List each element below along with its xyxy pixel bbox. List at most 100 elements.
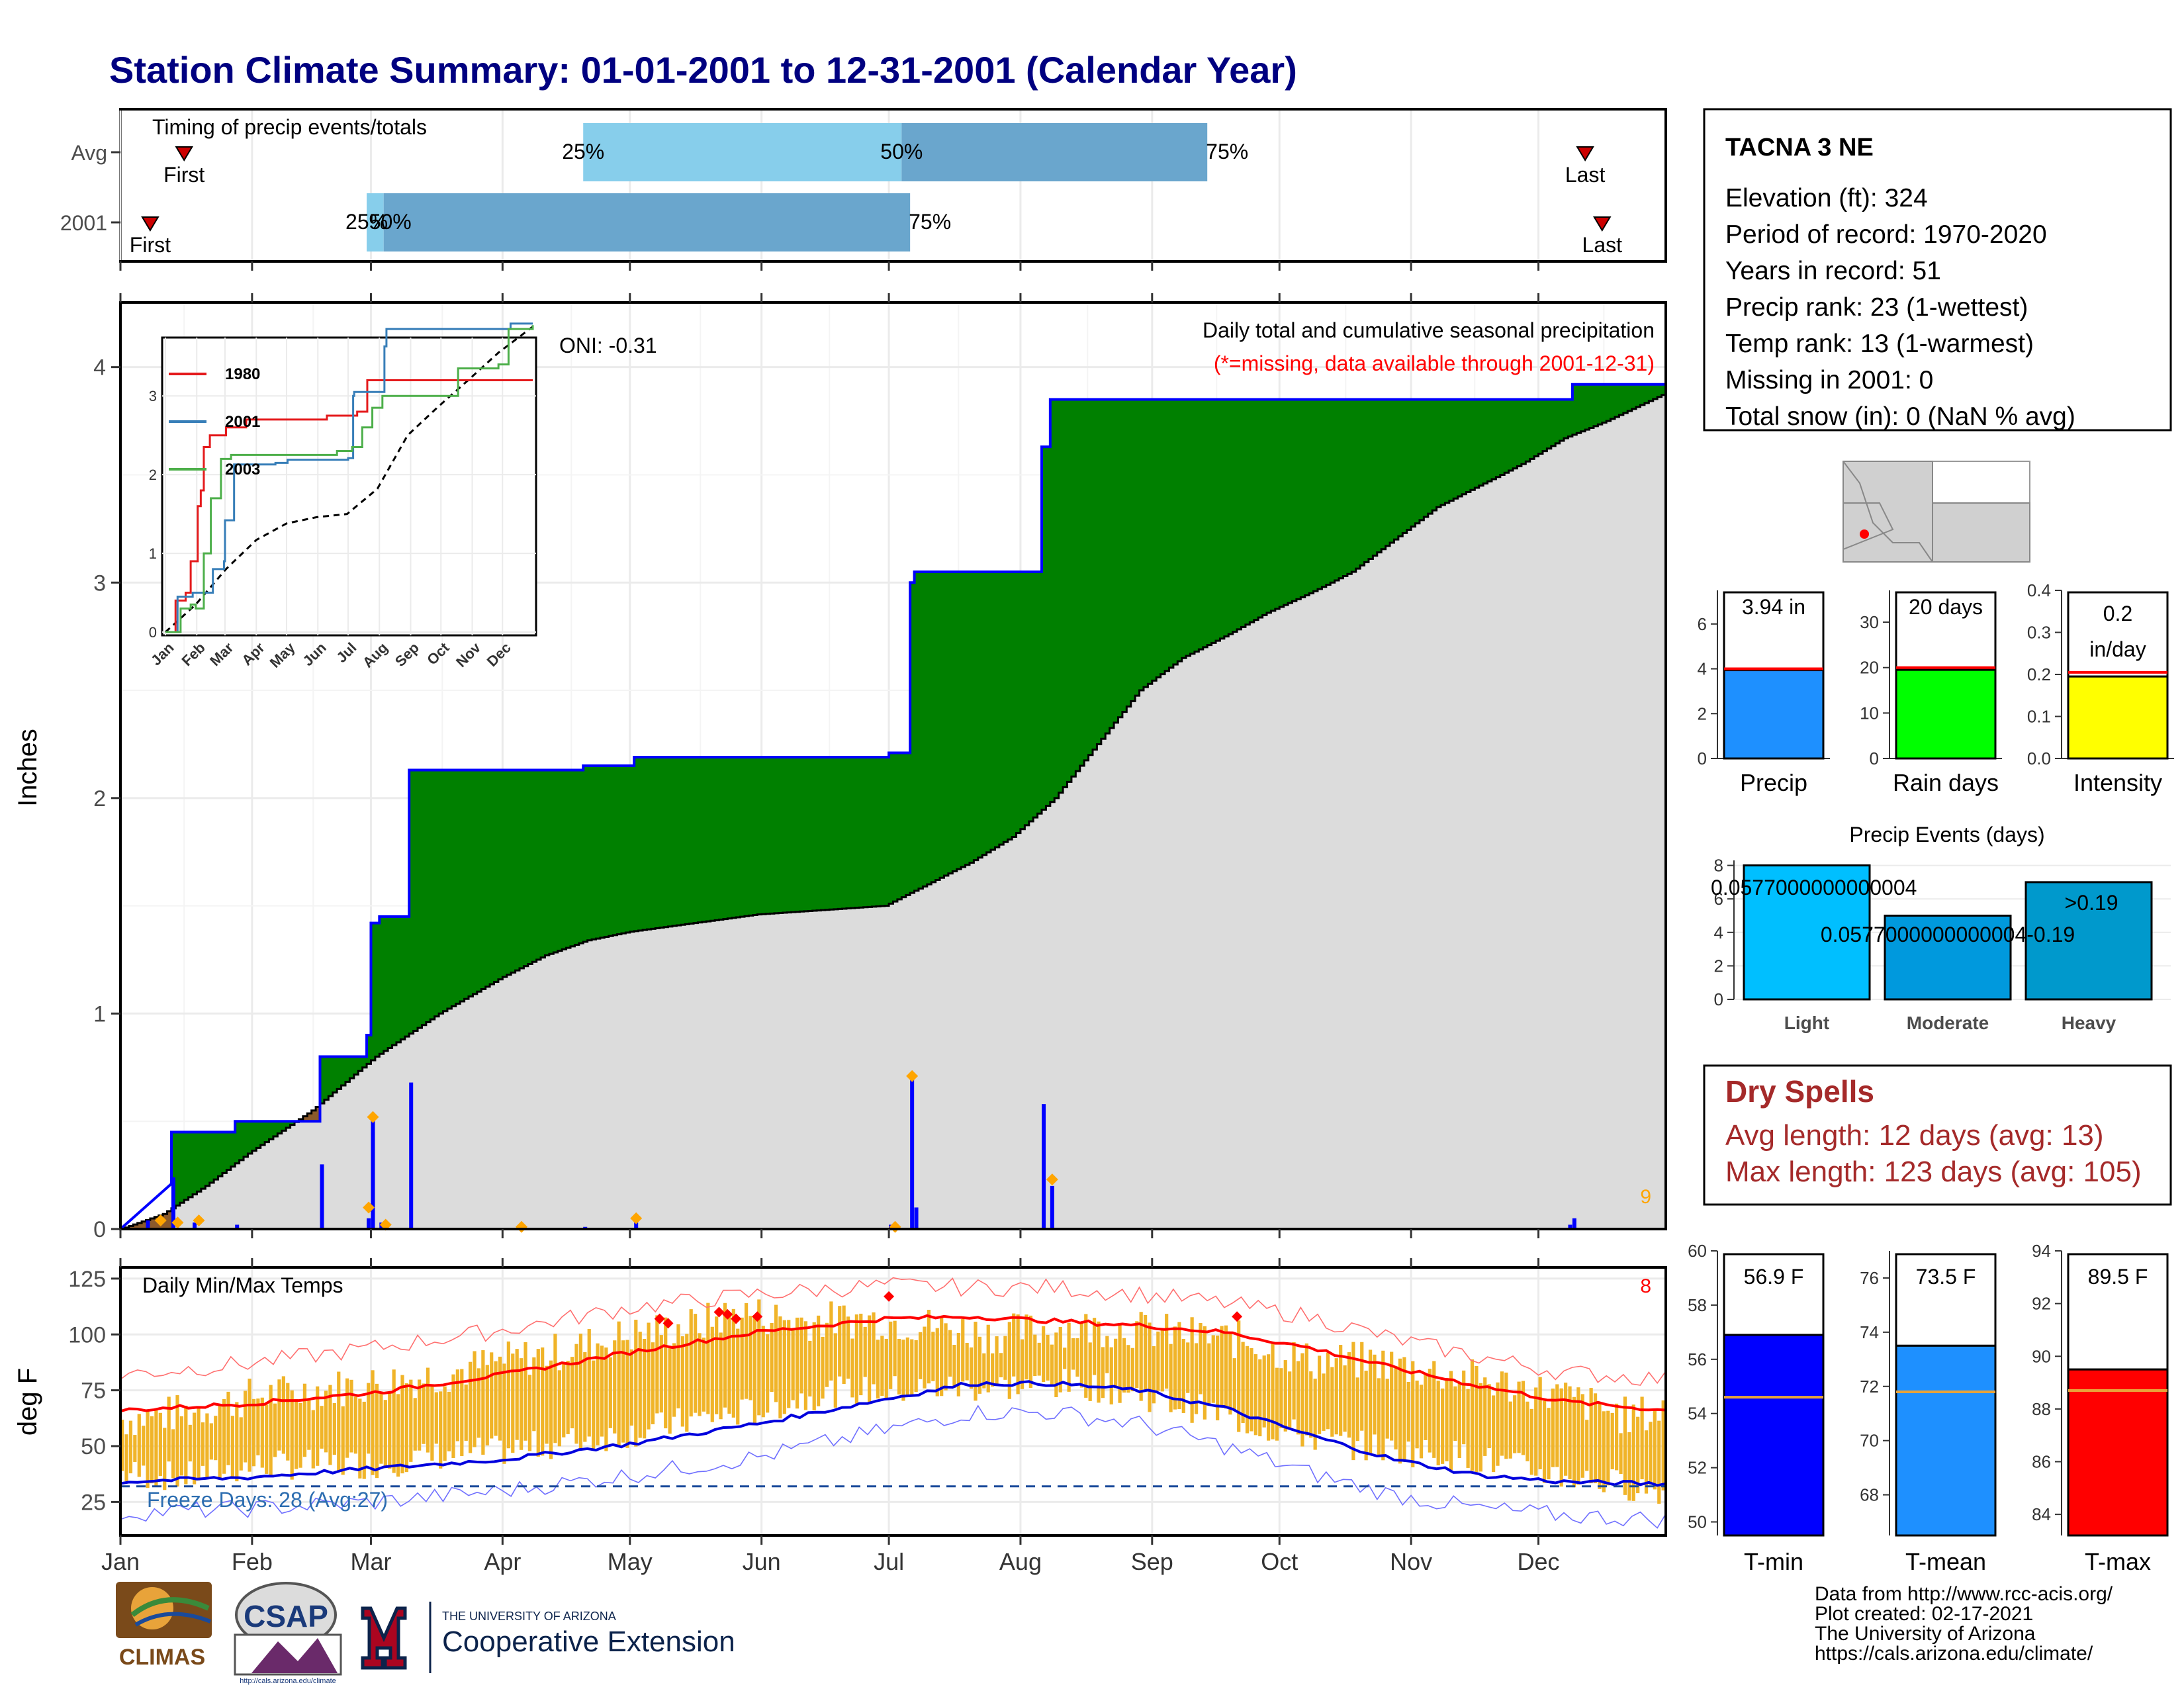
- daily-temp-range-bar: [1156, 1331, 1160, 1391]
- events-moderate-label: 0.0577000000000004-0.19: [1821, 923, 2075, 946]
- ua-small-text: THE UNIVERSITY OF ARIZONA: [442, 1610, 616, 1623]
- temp-bar-value: 73.5 F: [1916, 1265, 1976, 1289]
- daily-temp-range-bar: [1033, 1334, 1037, 1377]
- daily-temp-range-bar: [418, 1379, 422, 1451]
- above-avg-fill: [1525, 399, 1531, 462]
- above-avg-fill: [574, 770, 580, 945]
- above-avg-fill: [1568, 399, 1573, 437]
- above-avg-fill: [1037, 571, 1042, 814]
- below-avg-fill: [137, 1222, 142, 1229]
- daily-temp-range-bar: [706, 1303, 710, 1414]
- month-tick-label: Aug: [999, 1548, 1042, 1575]
- daily-temp-range-bar: [1589, 1388, 1593, 1484]
- daily-temp-range-bar: [727, 1313, 731, 1414]
- above-avg-fill: [829, 756, 835, 910]
- timing-p25-label: 25%: [562, 140, 604, 163]
- daily-temp-range-bar: [1054, 1332, 1058, 1397]
- daily-temp-range-bar: [1428, 1369, 1432, 1453]
- daily-temp-range-bar: [277, 1379, 281, 1451]
- daily-temp-range-bar: [702, 1338, 706, 1412]
- above-avg-fill: [608, 766, 614, 937]
- summary-bar-rain-days: 0 10 20 30 20 days Rain days: [1860, 590, 2002, 796]
- daily-temp-range-bar: [986, 1324, 990, 1393]
- inset-series-2003: [165, 325, 534, 633]
- daily-temp-range-bar: [469, 1361, 473, 1453]
- above-avg-fill: [239, 1121, 244, 1160]
- daily-temp-range-bar: [1436, 1381, 1440, 1466]
- daily-temp-range-bar: [651, 1342, 655, 1424]
- daily-temp-range-bar: [1381, 1350, 1385, 1461]
- month-tick-label: Oct: [1261, 1548, 1298, 1575]
- daily-precip-bar: [146, 1220, 150, 1229]
- temp-bar-tick: 50: [1688, 1512, 1707, 1532]
- avg-low-line: [120, 1380, 1666, 1487]
- daily-temp-range-bar: [629, 1349, 633, 1426]
- above-avg-fill: [1559, 399, 1565, 441]
- csap-logo: CSAP http://cals.arizona.edu/climate: [234, 1582, 342, 1685]
- daily-temp-range-bar: [1580, 1394, 1584, 1478]
- above-avg-fill: [952, 571, 958, 872]
- footer-university: The University of Arizona: [1815, 1623, 2036, 1645]
- climas-logo-text: CLIMAS: [119, 1645, 205, 1670]
- above-avg-fill: [744, 756, 749, 917]
- daily-temp-range-bar: [506, 1341, 510, 1449]
- above-avg-fill: [863, 756, 868, 907]
- above-avg-fill: [1551, 399, 1556, 446]
- above-avg-fill: [923, 571, 928, 887]
- daily-temp-range-bar: [193, 1412, 197, 1485]
- daily-temp-range-bar: [1615, 1403, 1619, 1471]
- daily-precip-bar: [1042, 1104, 1046, 1229]
- above-avg-fill: [502, 770, 508, 978]
- daily-temp-range-bar: [1313, 1379, 1317, 1450]
- month-tick-label: Jul: [874, 1548, 904, 1575]
- below-avg-fill: [302, 1116, 308, 1122]
- daily-temp-range-bar: [999, 1353, 1003, 1378]
- avg-daily-marker: [1046, 1173, 1058, 1186]
- temp-y-axis-label: deg F: [13, 1368, 42, 1436]
- summary-bar-tick: 4: [1698, 659, 1707, 679]
- above-avg-fill: [1088, 399, 1093, 755]
- below-avg-fill: [128, 1226, 134, 1229]
- daily-temp-range-bar: [884, 1338, 888, 1398]
- daily-temp-range-bar: [460, 1369, 464, 1456]
- daily-temp-range-bar: [218, 1405, 222, 1480]
- station-snow: Total snow (in): 0 (NaN % avg): [1725, 402, 2075, 431]
- daily-temp-range-bar: [1606, 1410, 1610, 1486]
- daily-temp-range-bar: [1585, 1420, 1589, 1471]
- daily-temp-range-bar: [248, 1379, 251, 1472]
- daily-temp-range-bar: [451, 1374, 455, 1458]
- above-avg-fill: [324, 1056, 329, 1100]
- station-temp-rank: Temp rank: 13 (1-warmest): [1725, 330, 2034, 358]
- daily-temp-range-bar: [1343, 1365, 1347, 1432]
- temp-y-tick: 100: [68, 1322, 106, 1348]
- daily-temp-range-bar: [375, 1383, 379, 1479]
- above-avg-fill: [1322, 399, 1327, 587]
- above-avg-fill: [1457, 399, 1463, 497]
- above-avg-fill: [260, 1121, 265, 1146]
- above-avg-fill: [1296, 399, 1301, 600]
- daily-temp-range-bar: [600, 1346, 604, 1437]
- daily-temp-range-bar: [302, 1383, 307, 1457]
- daily-temp-range-bar: [447, 1391, 451, 1451]
- daily-temp-range-bar: [817, 1315, 821, 1406]
- temp-bar-t-mean: 68 70 72 74 76 73.5 F T-mean: [1860, 1251, 1997, 1575]
- daily-temp-range-bar: [1491, 1395, 1496, 1473]
- daily-temp-range-bar: [694, 1314, 698, 1413]
- above-avg-fill: [1496, 399, 1501, 477]
- daily-temp-range-bar: [766, 1334, 770, 1413]
- summary-bar-tick: 30: [1860, 612, 1879, 632]
- above-avg-fill: [787, 756, 792, 913]
- daily-temp-range-bar: [854, 1314, 858, 1405]
- daily-temp-range-bar: [1046, 1334, 1050, 1381]
- temp-bar-tick: 86: [2032, 1452, 2051, 1472]
- above-avg-fill: [736, 756, 741, 917]
- record-high-line: [120, 1277, 1666, 1386]
- precip-y-tick: 0: [93, 1217, 106, 1242]
- above-avg-fill: [506, 770, 512, 975]
- above-avg-fill: [494, 770, 499, 982]
- above-avg-fill: [850, 756, 856, 909]
- above-avg-fill: [197, 1132, 202, 1192]
- above-avg-fill: [974, 571, 979, 860]
- above-avg-fill: [570, 770, 575, 946]
